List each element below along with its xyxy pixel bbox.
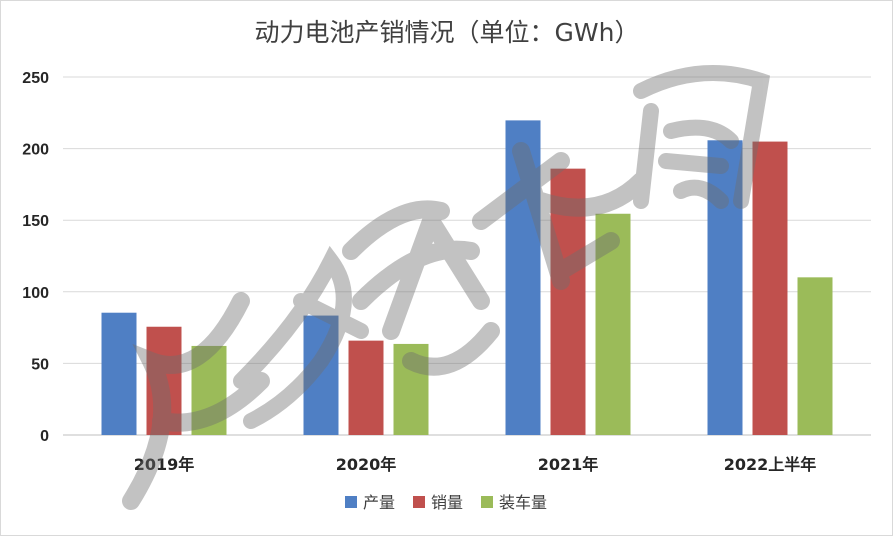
legend-swatch (481, 496, 493, 508)
y-tick-label: 150 (22, 213, 49, 230)
watermark (122, 65, 771, 510)
bar (797, 277, 833, 435)
bar (595, 213, 631, 435)
x-category-label: 2022上半年 (724, 455, 817, 474)
legend-label: 产量 (363, 493, 395, 512)
bar (101, 312, 137, 435)
x-category-label: 2020年 (336, 455, 397, 474)
bar (146, 326, 182, 435)
bar (505, 120, 541, 436)
bars (101, 120, 833, 436)
x-category-label: 2021年 (538, 455, 599, 474)
x-category-label: 2019年 (134, 455, 195, 474)
y-tick-label: 100 (22, 285, 49, 302)
bar (303, 315, 339, 435)
bar (191, 345, 227, 435)
legend: 产量 销量 装车量 (345, 493, 547, 512)
bar (752, 141, 788, 436)
bar (348, 340, 384, 435)
bar (707, 140, 743, 435)
legend-label: 销量 (431, 493, 463, 512)
y-axis-ticks: 0 50 100 150 200 250 (22, 70, 49, 445)
bar (550, 168, 586, 435)
y-tick-label: 0 (40, 428, 49, 445)
y-tick-label: 250 (22, 70, 49, 87)
x-axis-categories: 2019年 2020年 2021年 2022上半年 (134, 455, 817, 474)
legend-swatch (345, 496, 357, 508)
legend-label: 装车量 (499, 493, 547, 512)
bar (393, 343, 429, 435)
chart-title: 动力电池产销情况（单位：GWh） (255, 18, 640, 47)
y-tick-label: 200 (22, 142, 49, 159)
legend-swatch (413, 496, 425, 508)
y-tick-label: 50 (31, 356, 49, 373)
